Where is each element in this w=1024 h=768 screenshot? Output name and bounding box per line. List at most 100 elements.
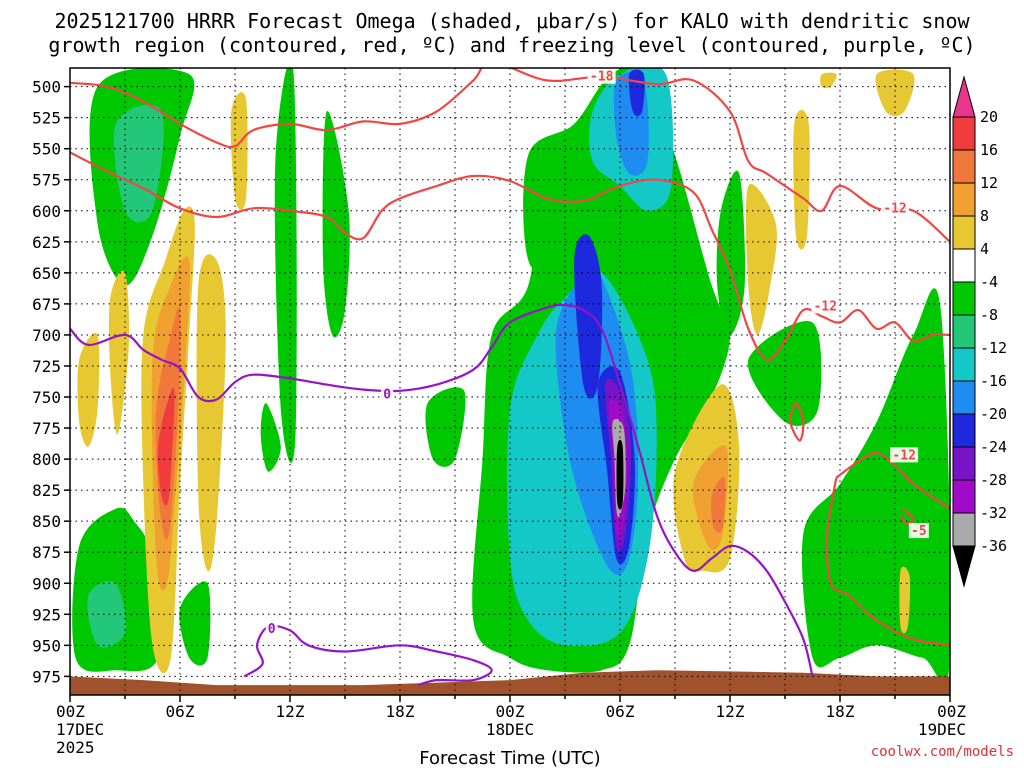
y-tick-label-825: 825 <box>32 481 61 500</box>
colorbar-bin-12 <box>952 479 976 514</box>
dgz-line-6 <box>899 507 915 525</box>
y-tick-label-650: 650 <box>32 264 61 283</box>
omega-region-13 <box>801 288 950 684</box>
colorbar-label-3: 8 <box>980 207 989 225</box>
omega-region-7 <box>87 581 126 648</box>
dgz-label-0: -18 <box>590 70 614 85</box>
y-tick-label-800: 800 <box>32 450 61 469</box>
omega-region-38 <box>820 72 837 89</box>
x-tick-year-0: 2025 <box>56 738 95 757</box>
y-tick-label-625: 625 <box>32 233 61 252</box>
y-tick-label-525: 525 <box>32 109 61 128</box>
omega-shading <box>72 68 950 684</box>
y-tick-label-775: 775 <box>32 419 61 438</box>
dgz-line-1 <box>70 151 950 362</box>
x-tick-label-0: 00Z <box>56 702 85 721</box>
omega-region-8 <box>179 581 211 666</box>
freezing-level-contours: 00 <box>70 303 814 687</box>
omega-region-39 <box>875 69 915 117</box>
x-tick-label-2: 12Z <box>276 702 305 721</box>
x-tick-label-3: 18Z <box>386 702 415 721</box>
credit-text: coolwx.com/models <box>871 744 1014 760</box>
omega-region-2 <box>260 403 281 472</box>
colorbar-bin-11 <box>952 446 976 481</box>
dgz-label-bg-3 <box>890 447 919 463</box>
y-tick-label-575: 575 <box>32 171 61 190</box>
colorbar-label-8: -16 <box>980 372 1007 390</box>
colorbar-bin-6 <box>952 281 976 316</box>
y-tick-label-675: 675 <box>32 295 61 314</box>
y-tick-label-500: 500 <box>32 78 61 97</box>
colorbar-bin-3 <box>952 182 976 217</box>
colorbar-bin-13 <box>952 512 976 547</box>
freezing-line-0 <box>70 303 814 677</box>
dgz-label-6: -5 <box>911 524 927 539</box>
colorbar-label-4: 4 <box>980 240 989 258</box>
freezing-line-1 <box>243 624 493 687</box>
y-tick-label-950: 950 <box>32 636 61 655</box>
dgz-label-2: -12 <box>814 299 837 314</box>
freezing-label-1: 0 <box>268 622 276 637</box>
colorbar-label-5: -4 <box>980 273 998 291</box>
y-tick-label-750: 750 <box>32 388 61 407</box>
dgz-line-0 <box>70 68 950 243</box>
colorbar-label-2: 12 <box>980 174 998 192</box>
omega-region-3 <box>274 68 297 463</box>
dendritic-growth-contours: -18 -12 -12 -12 -5 <box>70 68 950 647</box>
x-tick-date-0: 17DEC <box>56 720 104 739</box>
y-tick-label-900: 900 <box>32 574 61 593</box>
colorbar-label-9: -20 <box>980 405 1007 423</box>
chart-title-line-2: growth region (contoured, red, ºC) and f… <box>48 33 975 57</box>
colorbar-label-11: -28 <box>980 471 1007 489</box>
omega-region-5 <box>425 387 466 467</box>
x-tick-label-7: 18Z <box>826 702 855 721</box>
x-tick-label-4: 00Z <box>496 702 525 721</box>
colorbar-bin-8 <box>952 347 976 382</box>
omega-region-32 <box>157 387 175 506</box>
omega-region-28 <box>77 332 100 447</box>
omega-region-25 <box>108 270 130 435</box>
y-tick-label-600: 600 <box>32 202 61 221</box>
colorbar-label-6: -8 <box>980 306 998 324</box>
y-tick-label-850: 850 <box>32 512 61 531</box>
x-axis-title: Forecast Time (UTC) <box>419 748 600 768</box>
colorbar-label-10: -24 <box>980 438 1007 456</box>
omega-region-36 <box>745 183 777 335</box>
y-tick-label-550: 550 <box>32 140 61 159</box>
y-tick-label-925: 925 <box>32 605 61 624</box>
colorbar-label-13: -36 <box>980 537 1007 555</box>
dgz-label-bg-1 <box>881 200 909 216</box>
colorbar-bin-2 <box>952 149 976 184</box>
colorbar-bottom-triangle <box>952 545 976 588</box>
x-tick-label-1: 06Z <box>166 702 195 721</box>
colorbar-top-triangle <box>952 75 976 118</box>
x-tick-label-6: 12Z <box>716 702 745 721</box>
dgz-label-bg-6 <box>908 523 929 539</box>
x-tick-label-8: 00Z <box>937 702 966 721</box>
freezing-label-bg-1 <box>265 621 278 637</box>
colorbar-label-12: -32 <box>980 504 1007 522</box>
omega-region-27 <box>196 254 226 572</box>
omega-region-24 <box>616 439 624 510</box>
colorbar-bin-5 <box>952 248 976 283</box>
dgz-label-bg-0 <box>587 68 616 84</box>
y-axis: 500 525 550 575 600 625 650 675 700 725 750 775 800 8… <box>32 78 70 686</box>
omega-region-12 <box>747 321 822 426</box>
dgz-line-4 <box>825 477 950 647</box>
colorbar-label-7: -12 <box>980 339 1007 357</box>
y-tick-label-700: 700 <box>32 326 61 345</box>
y-tick-label-975: 975 <box>32 667 61 686</box>
dgz-label-1: -12 <box>883 201 906 216</box>
omega-region-18 <box>574 234 603 399</box>
dgz-line-5 <box>789 402 805 442</box>
freezing-label-0: 0 <box>383 388 391 403</box>
colorbar-bin-7 <box>952 314 976 349</box>
x-tick-label-5: 06Z <box>606 702 635 721</box>
omega-region-29 <box>230 92 248 211</box>
x-tick-date-4: 18DEC <box>486 720 534 739</box>
freezing-label-bg-0 <box>381 386 394 402</box>
colorbar-bin-1 <box>952 116 976 151</box>
dgz-label-bg-2 <box>811 298 840 314</box>
colorbar-label-1: 16 <box>980 141 998 159</box>
